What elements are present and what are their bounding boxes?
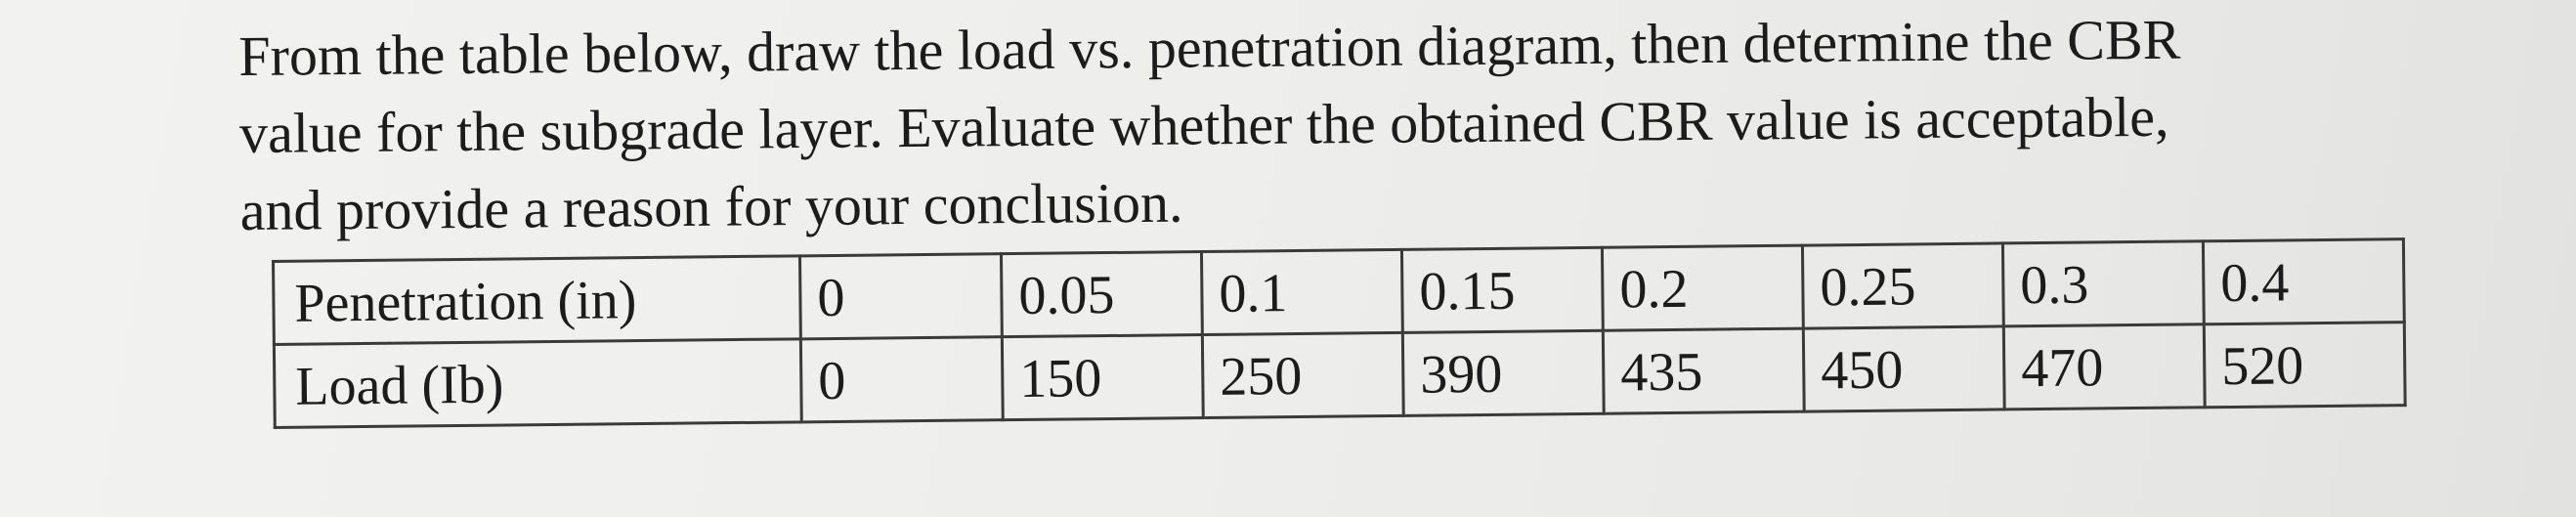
table-cell: 0 (800, 336, 1004, 422)
table-cell: 0 (799, 253, 1003, 339)
table-cell: 0.1 (1201, 249, 1403, 335)
row-header-load: Load (Ib) (274, 338, 802, 428)
table-cell: 0.25 (1802, 242, 2004, 329)
table-cell: 0.15 (1401, 247, 1604, 333)
table-cell: 0.2 (1602, 245, 1804, 331)
table-cell: 0.05 (1001, 251, 1203, 337)
table-cell: 390 (1402, 330, 1605, 416)
table-cell: 150 (1002, 334, 1204, 420)
table-cell: 450 (1803, 325, 2005, 412)
table-cell: 470 (2003, 323, 2206, 409)
row-header-penetration: Penetration (in) (273, 255, 801, 345)
table-cell: 250 (1202, 332, 1404, 418)
question-text: From the table below, draw the load vs. … (238, 0, 2439, 249)
table-cell: 520 (2204, 322, 2406, 408)
table-cell: 0.3 (2002, 240, 2205, 326)
table-cell: 435 (1603, 328, 1805, 414)
table-cell: 0.4 (2203, 238, 2405, 324)
penetration-load-table: Penetration (in) 0 0.05 0.1 0.15 0.2 0.2… (272, 237, 2407, 429)
